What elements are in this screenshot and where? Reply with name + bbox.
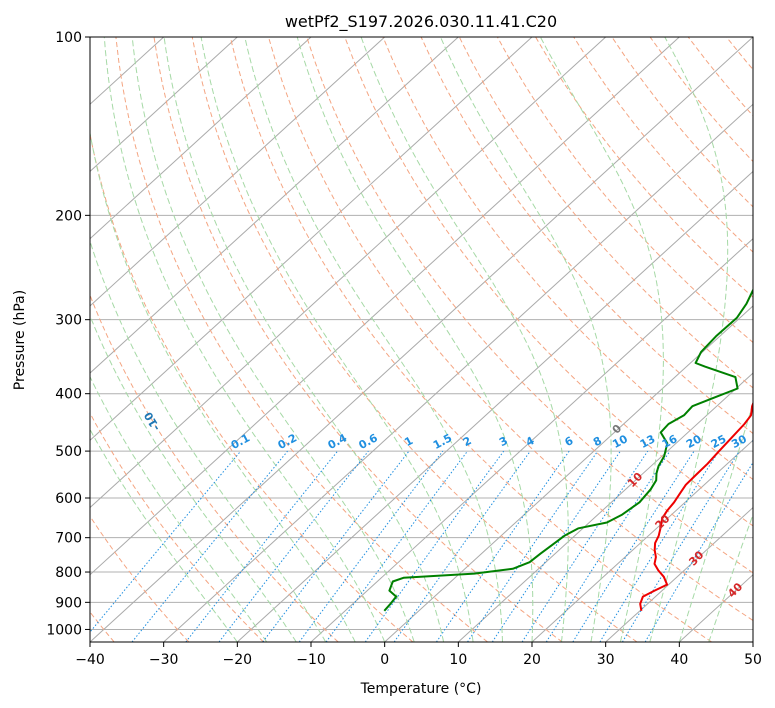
isotherm-line [163,103,753,642]
mixing-ratio-line [521,450,649,642]
x-axis-label: Temperature (°C) [360,681,482,697]
moist-adiabat-line [649,37,729,642]
isotherm-line [236,170,753,642]
mixing-ratio-label: 30 [729,432,749,451]
dry-adiabat-line [496,37,753,344]
x-tick-label: −30 [149,652,179,668]
y-tick-label: 1000 [46,622,82,638]
moist-adiabat-line [296,37,534,642]
dry-adiabat-line [344,37,753,527]
dry-adiabat-line [90,412,264,642]
dry-adiabat-line [306,37,753,574]
mixing-ratio-line [572,450,695,642]
x-tick-label: −20 [223,652,253,668]
isotherm-line [384,305,753,642]
moist-adiabat-line [90,130,356,642]
moist-adiabat-line [163,37,445,642]
x-tick-label: 0 [380,652,389,668]
mixing-ratio-label: 20 [684,432,704,451]
dry-adiabat-line [153,37,563,642]
dry-adiabat-line [229,37,712,642]
mixing-ratio-line [298,450,444,642]
isotherm-line [90,37,312,240]
isotherm-line [605,506,753,642]
mixing-ratio-line [218,450,369,642]
y-tick-label: 100 [55,30,82,46]
mixing-ratio-label: 10 [610,432,630,451]
x-tick-label: 10 [449,652,467,668]
isotherm-line [531,439,753,642]
moist-adiabat-line [103,37,386,642]
moist-adiabat-line [678,401,753,642]
mixing-ratio-line [644,461,753,642]
mixing-ratio-line [491,450,621,642]
mixing-ratio-label: 16 [660,432,680,451]
moist-adiabat-line [200,37,474,642]
y-tick-label: 700 [55,531,82,547]
moist-adiabat-line [90,314,297,642]
mixing-ratio-line [393,450,531,642]
dry-adiabat-line [115,37,488,642]
moist-adiabat-line [440,37,612,642]
y-axis-ticks: 100 200 300 400 500 600 700 800 900 1000 [46,30,90,638]
y-tick-label: 800 [55,565,82,581]
mixing-ratio-line [545,450,671,642]
chart-title: wetPf2_S197.2026.030.11.41.C20 [285,12,557,32]
y-axis-label: Pressure (hPa) [12,290,28,390]
x-tick-label: 40 [670,652,688,668]
x-tick-label: 50 [744,652,762,668]
x-tick-label: 30 [597,652,615,668]
y-tick-label: 400 [55,387,82,403]
moist-adiabat-line [360,37,569,642]
dry-adiabat-line [382,37,753,481]
dry-adiabat-line [268,37,753,622]
dry-adiabat-line [765,37,775,642]
mixing-ratio-label: 25 [709,432,729,451]
mixing-ratio-line [364,450,505,642]
isotherm-line [90,37,386,307]
y-tick-label: 300 [55,313,82,329]
dewpoint-profile-line [383,288,753,612]
plot-frame [89,36,754,643]
moist-adiabat-line [90,375,268,642]
moist-adiabat-line [131,37,415,642]
dry-adiabat-line [191,37,638,642]
mixing-ratio-line [435,450,570,642]
isotherm-line [90,37,753,642]
dry-adiabat-line [535,37,753,298]
mixing-ratio-line [262,450,410,642]
isotherm-line [90,37,459,374]
mixing-ratio-line [325,450,468,642]
mixing-ratio-label: 36 [750,432,770,451]
isotherm-line [752,641,753,642]
isotherm-line [90,37,607,509]
y-tick-label: 200 [55,208,82,224]
dry-adiabat-line [420,37,753,435]
mixing-ratio-line [621,450,740,642]
mixing-ratio-line [131,450,288,642]
dry-adiabat-line [90,131,414,642]
profiles [383,288,753,612]
x-tick-label: −10 [296,652,326,668]
isotherm-line [90,37,680,576]
dry-adiabat-label: -30 [0,324,10,347]
moist-adiabat-line [244,37,503,642]
y-tick-label: 500 [55,444,82,460]
isotherm-line [90,37,533,442]
mixing-ratio-line [467,450,599,642]
x-tick-label: 20 [523,652,541,668]
y-tick-label: 600 [55,491,82,507]
temperature-profile-line [639,401,753,611]
moist-adiabat-line [90,239,327,642]
x-tick-label: −40 [75,652,105,668]
mixing-ratio-label: 13 [638,432,658,451]
mixing-ratio-line [599,450,720,642]
y-tick-label: 900 [55,595,82,611]
moist-adiabat-line [90,428,238,642]
isotherm-line [90,37,238,173]
mixing-ratio-lines [90,450,753,642]
x-axis-ticks: −40 −30 −20 −10 0 10 20 30 40 50 [75,642,762,668]
